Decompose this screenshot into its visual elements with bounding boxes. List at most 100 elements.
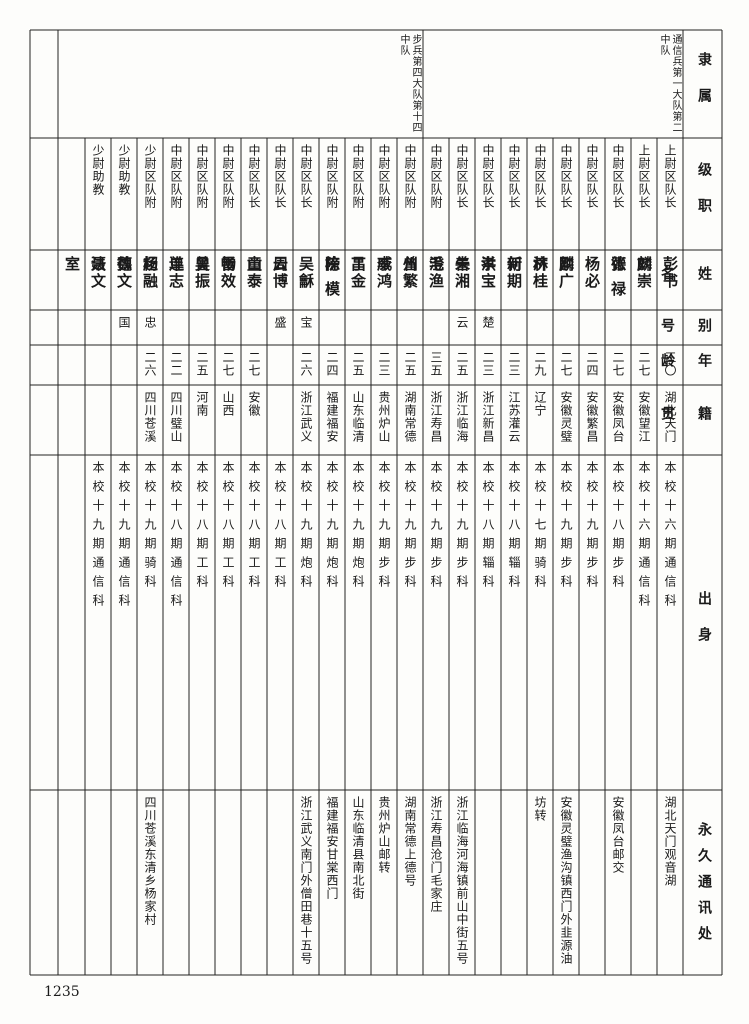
alias-cell: 楚云 [455,316,495,329]
age-cell: 二七 [611,351,625,377]
rank-cell: 中尉区队长 [273,144,287,209]
native-place-cell: 山东临清 [351,391,365,443]
name-cell: 洪宝善 [453,256,497,290]
background-cell: 本校十九期骑科 [143,461,157,594]
name-cell: 魏文法 [89,256,133,290]
age-cell: 二五 [195,351,209,377]
background-cell: 本校十九期步科 [377,461,391,594]
header-cell: 隶属 [696,52,712,124]
rank-cell: 少尉区队附 [143,144,157,209]
background-cell: 本校十八期工科 [247,461,261,594]
name-cell: 丁金榜 [323,256,367,290]
background-cell: 本校十八期通信科 [169,461,183,613]
age-cell: 二五 [455,351,469,377]
native-place-cell: 辽宁 [533,391,547,417]
address-cell: 四川苍溪东清乡杨家村 [143,796,157,926]
alias-cell: 宝盛 [273,316,313,329]
native-place-cell: 安徽繁昌 [585,391,599,443]
name-cell: 彭书麟 [635,256,679,290]
background-cell: 本校十九期炮科 [299,461,313,594]
rank-cell: 中尉区队长 [299,144,313,209]
background-cell: 本校十八期工科 [221,461,235,594]
rank-cell: 中尉区队长 [455,144,469,209]
name-cell: 何期孝 [479,256,523,290]
unit-cell: 通信兵第一大队第二中队 [658,34,681,133]
address-cell: 福建福安甘棠西门 [325,796,339,900]
name-cell: 林桂新 [505,256,549,290]
background-cell: 本校十九期通信科 [117,461,131,613]
background-cell: 本校十六期通信科 [637,461,651,613]
age-cell: 二五 [351,351,365,377]
age-cell: 二六 [143,351,157,377]
rank-cell: 中尉区队附 [221,144,235,209]
background-cell: 本校十八期步科 [611,461,625,594]
alias-cell: 忠国 [117,316,157,329]
background-cell: 本校十九期步科 [559,461,573,594]
name-cell: 吴龢云 [271,256,315,290]
native-place-cell: 山西 [221,391,235,417]
address-cell: 贵州炉山邮转 [377,796,391,874]
rank-cell: 少尉助教 [91,144,105,196]
age-cell: 二五 [403,351,417,377]
native-place-cell: 江苏灌云 [507,391,521,443]
background-cell: 本校十九期通信科 [91,461,105,613]
age-cell: 二三 [507,351,521,377]
address-cell: 湖北天门观音湖 [663,796,677,887]
rank-cell: 上尉区队长 [663,144,677,209]
name-cell: 朱湘澄 [427,256,471,290]
address-cell: 浙江寿昌沧门毛家庄 [429,796,443,913]
native-place-cell: 安徽凤台 [611,391,625,443]
rank-cell: 中尉区队长 [481,144,495,209]
address-cell: 安徽凤台邮交 [611,796,625,874]
native-place-cell: 四川璧山 [169,391,183,443]
address-cell: 湖南常德上德号 [403,796,417,887]
background-cell: 本校十六期通信科 [663,461,677,613]
header-cell: 级职 [696,162,712,234]
age-cell: 三〇 [663,351,677,377]
native-place-cell: 浙江新昌 [481,391,495,443]
name-cell: 曾繁威 [375,256,419,290]
age-cell: 二二 [169,351,183,377]
background-cell: 本校十九期炮科 [325,461,339,594]
name-cell: 畅效曾 [193,256,237,290]
native-place-cell: 安徽灵璧 [559,391,573,443]
age-cell: 二九 [533,351,547,377]
native-place-cell: 福建福安 [325,391,339,443]
name-cell: 陈模 [323,256,341,306]
background-cell: 本校十七期骑科 [533,461,547,594]
age-cell: 二六 [299,351,313,377]
background-cell: 本校十九期步科 [585,461,599,594]
address-cell: 浙江临海河海镇前山中街五号 [455,796,469,965]
native-place-cell: 浙江武义 [299,391,313,443]
unit-cell: 步兵第四大队第十四中队 [398,34,421,133]
name-cell: 童泰雷 [219,256,263,290]
age-cell: 二七 [221,351,235,377]
rank-cell: 中尉区队附 [195,144,209,209]
name-cell: 刘崇德 [609,256,653,290]
age-cell: 二四 [585,351,599,377]
rank-cell: 少尉助教 [117,144,131,196]
native-place-cell: 贵州炉山 [377,391,391,443]
name-cell: 刚广济 [531,256,575,290]
name-cell: 杨融德 [115,256,159,290]
address-cell: 浙江武义南门外僧田巷十五号 [299,796,313,965]
background-cell: 本校十八期工科 [273,461,287,594]
header-cell: 年龄 [659,353,712,389]
age-cell: 二三 [481,351,495,377]
background-cell: 本校十八期工科 [195,461,209,594]
rank-cell: 中尉区队长 [247,144,261,209]
rank-cell: 中尉区队长 [533,144,547,209]
address-cell: 山东临清县南北街 [351,796,365,900]
background-cell: 本校十八期辎科 [507,461,521,594]
address-cell: 安徽灵璧渔沟镇西门外韭源油坊转 [533,796,573,965]
name-cell: 杨必麟 [557,256,601,290]
native-place-cell: 浙江寿昌 [429,391,443,443]
age-cell: 二七 [637,351,651,377]
rank-cell: 中尉区队附 [169,144,183,209]
rank-cell: 中尉区队附 [325,144,339,209]
rank-cell: 中尉区队长 [585,144,599,209]
name-cell: 张禄 [609,256,627,306]
age-cell: 二七 [247,351,261,377]
header-cell: 别号 [659,318,712,354]
